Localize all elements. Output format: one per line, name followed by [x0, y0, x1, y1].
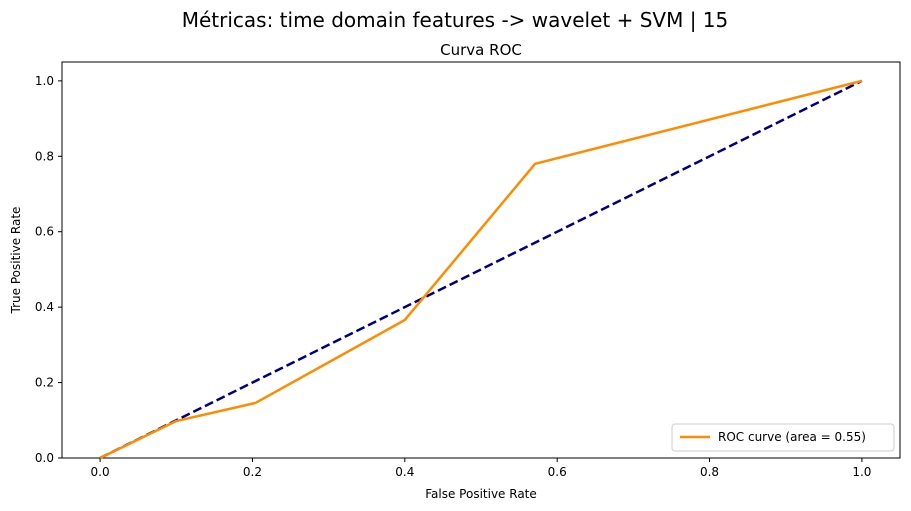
y-tick-label: 1.0	[35, 74, 54, 88]
x-tick-label: 0.2	[243, 465, 262, 479]
x-axis-ticks: 0.0 0.2 0.4 0.6 0.8 1.0	[91, 458, 871, 479]
x-tick-label: 0.8	[700, 465, 719, 479]
x-tick-label: 0.4	[395, 465, 414, 479]
x-axis-label: False Positive Rate	[425, 487, 537, 501]
chance-diagonal-line	[99, 79, 863, 460]
plot-area	[61, 61, 901, 459]
y-tick-label: 0.4	[35, 300, 54, 314]
y-tick-label: 0.6	[35, 225, 54, 239]
y-tick-label: 0.2	[35, 376, 54, 390]
y-tick-label: 0.8	[35, 149, 54, 163]
legend-roc-label: ROC curve (area = 0.55)	[718, 430, 866, 444]
figure-suptitle: Métricas: time domain features -> wavele…	[182, 8, 729, 32]
y-axis-label: True Positive Rate	[9, 207, 23, 315]
x-tick-label: 0.6	[548, 465, 567, 479]
x-tick-label: 1.0	[852, 465, 871, 479]
chart-title: Curva ROC	[440, 41, 522, 59]
roc-curve-line	[99, 79, 863, 460]
legend-box	[671, 423, 895, 452]
legend: ROC curve (area = 0.55)	[671, 423, 895, 452]
series-layer	[99, 79, 863, 460]
x-tick-label: 0.0	[91, 465, 110, 479]
y-axis-ticks: 0.0 0.2 0.4 0.6 0.8 1.0	[35, 74, 62, 465]
y-tick-label: 0.0	[35, 451, 54, 465]
